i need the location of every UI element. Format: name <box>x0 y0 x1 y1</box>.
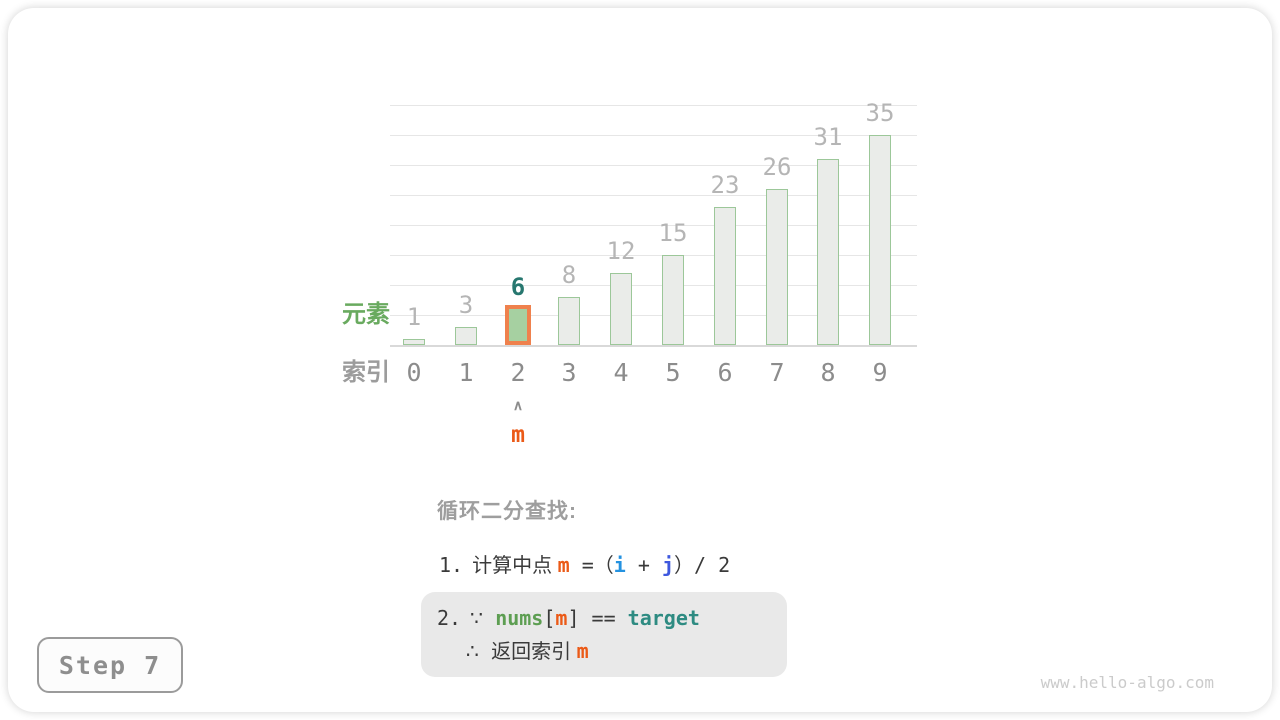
text-segment-plain: = <box>569 553 594 577</box>
text-segment-plain: [ <box>543 606 556 630</box>
text-segment-sym: ∵ <box>470 606 490 630</box>
bar <box>817 159 839 345</box>
text-segment-target: target <box>627 606 700 630</box>
bar-value-highlighted: 6 <box>510 273 526 301</box>
index-label: 3 <box>561 358 577 387</box>
row-label-elements: 元素 <box>342 301 390 328</box>
text-segment-num: 2. <box>437 606 462 630</box>
index-label: 7 <box>769 358 785 387</box>
explanation-step-2-line-1: 2. ∵ nums[m] == target <box>437 602 769 635</box>
bar-value: 1 <box>406 303 422 331</box>
grid-line <box>390 105 917 106</box>
bar <box>766 189 788 345</box>
bar <box>558 297 580 345</box>
text-segment-num: 1. <box>439 553 464 577</box>
grid-line <box>390 165 917 166</box>
explanation-step-2-line-2: ∴ 返回索引 m <box>437 635 769 668</box>
index-label: 9 <box>872 358 888 387</box>
text-segment-i: i <box>613 553 626 577</box>
grid-line <box>390 315 917 316</box>
index-label: 8 <box>820 358 836 387</box>
bar <box>714 207 736 345</box>
text-segment-plain: ] <box>567 606 580 630</box>
grid-line <box>390 195 917 196</box>
text-segment-cjk: 计算中点 <box>472 555 558 577</box>
text-segment-cjk: 返回索引 <box>491 641 577 663</box>
index-label: 0 <box>406 358 422 387</box>
bar <box>455 327 477 345</box>
grid-line <box>390 285 917 286</box>
watermark: www.hello-algo.com <box>1040 673 1214 692</box>
text-segment-nums: nums <box>495 606 544 630</box>
text-segment-plain: + <box>625 553 662 577</box>
bar <box>662 255 684 345</box>
bar-chart: 1 0 3 1 6 2 8 3 12 4 15 5 23 6 26 7 31 8 35 9 元素 索引 ∧ m <box>8 8 1272 712</box>
bar <box>610 273 632 345</box>
pointer-label-m: m <box>511 422 525 448</box>
text-segment-m: m <box>555 606 568 630</box>
text-segment-j: j <box>661 553 675 577</box>
row-label-indices: 索引 <box>342 359 390 386</box>
index-label: 1 <box>458 358 474 387</box>
bar-value: 23 <box>710 171 740 199</box>
bar <box>403 339 425 345</box>
bar-value: 35 <box>865 99 895 127</box>
text-segment-sym: ∴ <box>466 639 486 663</box>
bar-value: 31 <box>813 123 843 151</box>
bar-value: 8 <box>561 261 577 289</box>
index-label: 6 <box>717 358 733 387</box>
text-segment-cjk: ） <box>674 555 695 577</box>
text-segment-m: m <box>576 639 589 663</box>
index-label: 2 <box>510 358 526 387</box>
grid-line <box>390 135 917 136</box>
bar-highlighted <box>505 305 531 345</box>
bar-value: 12 <box>606 237 636 265</box>
explanation-step-2-box: 2. ∵ nums[m] == target ∴ 返回索引 m <box>421 592 787 677</box>
index-label: 5 <box>665 358 681 387</box>
text-segment-plain: / 2 <box>694 553 731 577</box>
bar-value: 3 <box>458 291 474 319</box>
bar-value: 26 <box>762 153 792 181</box>
explanation-title: 循环二分查找: <box>437 500 577 523</box>
step-badge: Step 7 <box>37 637 183 693</box>
text-segment-m: m <box>557 553 570 577</box>
bar-value: 15 <box>658 219 688 247</box>
pointer-caret-icon: ∧ <box>512 397 524 413</box>
explanation-step-1: 1. 计算中点 m =（i + j）/ 2 <box>439 551 730 580</box>
figure-card: 1 0 3 1 6 2 8 3 12 4 15 5 23 6 26 7 31 8 35 9 元素 索引 ∧ m 循环二分查找:… <box>8 8 1272 712</box>
x-axis-line <box>390 345 917 347</box>
index-label: 4 <box>613 358 629 387</box>
bar <box>869 135 891 345</box>
text-segment-plain: == <box>579 606 628 630</box>
grid-line <box>390 255 917 256</box>
grid-line <box>390 225 917 226</box>
text-segment-cjk: （ <box>593 555 614 577</box>
